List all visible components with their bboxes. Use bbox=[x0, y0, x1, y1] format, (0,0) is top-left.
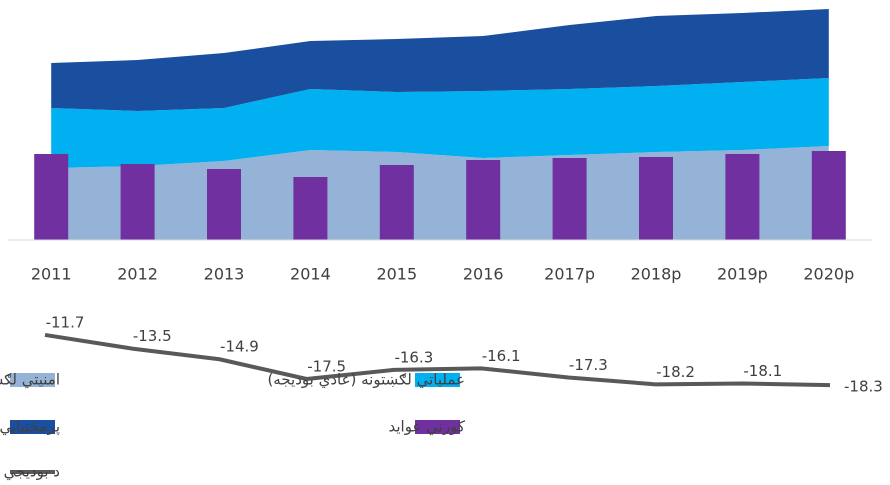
data-label: -18.2 bbox=[656, 363, 695, 381]
bar bbox=[379, 165, 414, 240]
bar bbox=[120, 164, 155, 240]
legend-label: عملياتي لګښتونه (عادي بوديجه) bbox=[267, 371, 465, 390]
bar bbox=[725, 154, 760, 240]
bar bbox=[552, 158, 587, 240]
x-tick-label: 2017p bbox=[544, 265, 595, 284]
data-label: -16.1 bbox=[482, 347, 521, 365]
area bbox=[51, 9, 829, 111]
x-tick-label: 2013 bbox=[204, 265, 245, 284]
legend-label: د بوديجي کسر (د بلاعوضه مرستو نه پرته) bbox=[0, 463, 60, 482]
x-tick-label: 2015 bbox=[376, 265, 417, 284]
data-label: -18.1 bbox=[743, 362, 782, 380]
bar bbox=[207, 169, 241, 240]
data-label: -14.9 bbox=[220, 338, 259, 356]
x-tick-label: 2014 bbox=[290, 265, 331, 284]
line bbox=[44, 332, 831, 388]
data-label: -18.3 bbox=[844, 378, 883, 396]
legend-label: امنيتي لګښتونه (عادي بوديجه) bbox=[0, 371, 60, 390]
bar bbox=[293, 177, 328, 240]
area bbox=[51, 146, 829, 240]
legend-label: کورني عوايد bbox=[389, 418, 466, 437]
area bbox=[51, 78, 829, 168]
x-tick-label: 2016 bbox=[463, 265, 504, 284]
bar bbox=[639, 157, 673, 240]
legend-swatch bbox=[10, 373, 55, 387]
data-label: -16.3 bbox=[394, 348, 433, 366]
legend-swatch bbox=[415, 420, 460, 434]
legend-swatch bbox=[415, 373, 460, 387]
bar bbox=[811, 151, 846, 240]
x-tick-label: 2011 bbox=[31, 265, 72, 284]
data-label: -17.5 bbox=[307, 358, 346, 376]
x-tick-label: 2012 bbox=[117, 265, 158, 284]
legend-label: پرمختيايي لګښتونه bbox=[0, 418, 60, 437]
x-tick-label: 2020p bbox=[803, 265, 854, 284]
legend-swatch bbox=[10, 420, 55, 434]
data-label: -11.7 bbox=[46, 313, 85, 331]
data-label: -13.5 bbox=[133, 327, 172, 345]
x-tick-label: 2019p bbox=[717, 265, 768, 284]
bar bbox=[34, 154, 69, 240]
data-label: -17.3 bbox=[569, 356, 608, 374]
x-tick-label: 2018p bbox=[631, 265, 682, 284]
bar bbox=[466, 160, 501, 240]
